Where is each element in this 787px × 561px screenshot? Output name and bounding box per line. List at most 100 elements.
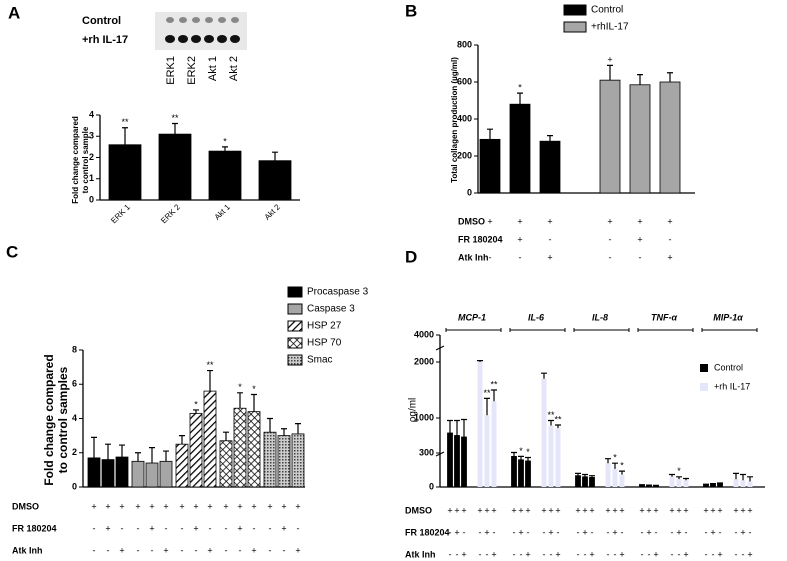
treatment-mark: - xyxy=(577,549,580,559)
y-tick-label: 4 xyxy=(72,413,77,423)
axis-break xyxy=(435,345,445,457)
treatment-mark: - xyxy=(269,523,272,533)
bar xyxy=(175,443,189,488)
treatment-mark: + xyxy=(149,523,154,533)
treatment-mark: - xyxy=(705,527,708,537)
legend-label: Control xyxy=(714,362,743,372)
annotation: * xyxy=(677,466,681,476)
treatment-mark: - xyxy=(181,545,184,555)
bar xyxy=(233,407,247,488)
bar xyxy=(87,457,101,488)
treatment-mark: + xyxy=(491,505,496,515)
treatment-mark: - xyxy=(479,527,482,537)
y-tick-label: 0 xyxy=(429,481,434,491)
legend-label: HSP 70 xyxy=(307,338,342,349)
treatment-mark: + xyxy=(582,527,587,537)
error-bar xyxy=(105,443,111,460)
treatment-mark: - xyxy=(225,523,228,533)
treatment-mark: + xyxy=(653,505,658,515)
legend-swatch xyxy=(287,303,303,315)
bar xyxy=(710,483,716,488)
treatment-mark: + xyxy=(91,501,96,511)
bar xyxy=(479,138,501,194)
annotation: * xyxy=(526,447,530,457)
y-axis-label: Fold change compared xyxy=(42,354,56,485)
error-bar xyxy=(477,360,483,362)
bar xyxy=(683,480,689,487)
treatment-mark: - xyxy=(543,527,546,537)
treatment-mark: - xyxy=(151,545,154,555)
treatment-mark: - xyxy=(735,527,738,537)
treatment-mark: - xyxy=(456,549,459,559)
bar xyxy=(159,460,173,488)
bar xyxy=(599,79,621,194)
error-bar xyxy=(589,475,595,478)
blot-row-label: Control xyxy=(82,15,121,27)
y-tick-label: 300 xyxy=(419,447,434,457)
treatment-mark: + xyxy=(454,527,459,537)
bar xyxy=(653,485,659,488)
treatment-mark: + xyxy=(669,505,674,515)
treatment-mark: + xyxy=(163,501,168,511)
y-tick-label: 2 xyxy=(72,447,77,457)
group-label: TNF-α xyxy=(651,312,677,322)
bar xyxy=(612,468,618,487)
treatment-mark: + xyxy=(646,527,651,537)
bar xyxy=(703,484,709,488)
treatment-mark: - xyxy=(297,523,300,533)
annotation: * xyxy=(613,453,617,463)
error-bar xyxy=(295,423,301,434)
treatment-mark: - xyxy=(489,234,492,244)
blot-lane-label: ERK1 xyxy=(165,56,177,85)
treatment-mark: - xyxy=(527,527,530,537)
treatment-label: DMSO xyxy=(405,505,432,515)
legend-swatch xyxy=(563,21,587,33)
treatment-mark: - xyxy=(449,549,452,559)
treatment-mark: - xyxy=(591,527,594,537)
bar xyxy=(717,483,723,488)
treatment-mark: - xyxy=(678,549,681,559)
treatment-mark: + xyxy=(605,505,610,515)
y-tick-label: 1 xyxy=(89,173,94,183)
treatment-mark: + xyxy=(477,505,482,515)
error-bar xyxy=(717,482,723,484)
legend-swatch xyxy=(700,364,708,372)
treatment-mark: - xyxy=(253,523,256,533)
error-bar xyxy=(491,389,497,402)
treatment-mark: + xyxy=(607,216,612,226)
annotation: * xyxy=(620,461,624,471)
treatment-mark: - xyxy=(543,549,546,559)
bar xyxy=(659,81,681,194)
y-axis-label: Fold change compared xyxy=(71,116,80,204)
error-bar xyxy=(582,473,588,477)
treatment-mark: - xyxy=(614,549,617,559)
group-label: IL-8 xyxy=(592,312,608,322)
treatment-mark: + xyxy=(676,527,681,537)
treatment-mark: - xyxy=(621,527,624,537)
treatment-mark: - xyxy=(195,545,198,555)
y-tick-label: 3 xyxy=(89,131,94,141)
x-tick-label: ERK 1 xyxy=(109,202,132,225)
treatment-mark: - xyxy=(584,549,587,559)
bar xyxy=(491,401,497,487)
error-bar xyxy=(487,128,493,140)
error-bar xyxy=(646,484,652,486)
y-tick-label: 0 xyxy=(72,481,77,491)
error-bar xyxy=(91,436,97,458)
treatment-mark: - xyxy=(93,523,96,533)
annotation: * xyxy=(223,136,227,146)
treatment-mark: + xyxy=(653,549,658,559)
treatment-label: Atk Inh xyxy=(405,549,436,559)
error-bar xyxy=(575,472,581,476)
treatment-mark: - xyxy=(609,252,612,262)
error-bar xyxy=(619,470,625,475)
treatment-mark: + xyxy=(105,501,110,511)
treatment-mark: + xyxy=(612,505,617,515)
treatment-mark: + xyxy=(575,505,580,515)
treatment-mark: - xyxy=(742,549,745,559)
treatment-mark: + xyxy=(717,549,722,559)
treatment-mark: + xyxy=(447,505,452,515)
error-bar xyxy=(149,447,155,464)
treatment-mark: + xyxy=(491,549,496,559)
